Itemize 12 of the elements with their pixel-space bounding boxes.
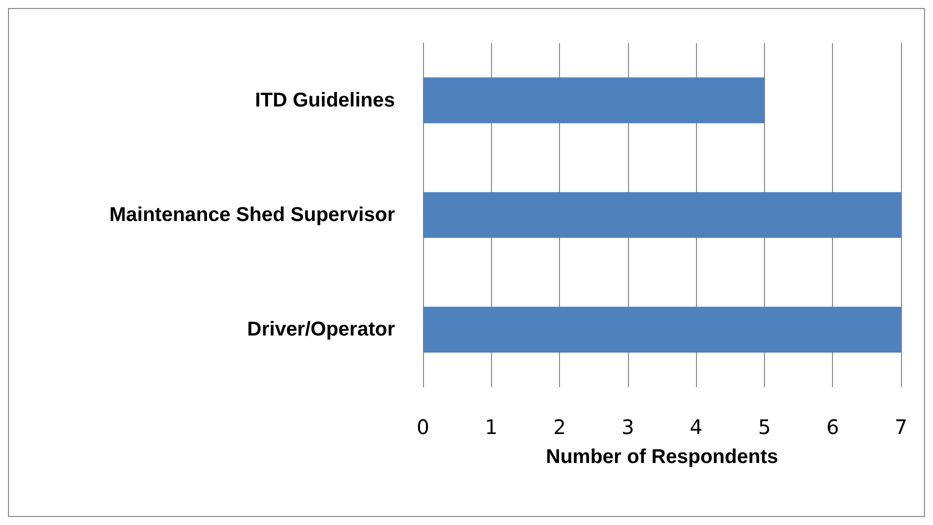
- y-tick-label: Maintenance Shed Supervisor: [109, 204, 396, 226]
- x-tick-label: 4: [690, 415, 703, 439]
- y-tick-label: ITD Guidelines: [254, 89, 395, 112]
- x-tick-label: 1: [484, 415, 498, 439]
- x-tick-label: 0: [416, 415, 430, 439]
- x-tick-label: 5: [758, 415, 771, 439]
- x-tick-label: 3: [621, 415, 634, 439]
- y-tick-label: Driver/Operator: [247, 318, 396, 341]
- x-tick-label: 6: [826, 415, 840, 439]
- x-tick-label: 7: [894, 415, 908, 439]
- x-axis-title: Number of Respondents: [546, 446, 778, 468]
- x-tick-label: 2: [553, 415, 566, 439]
